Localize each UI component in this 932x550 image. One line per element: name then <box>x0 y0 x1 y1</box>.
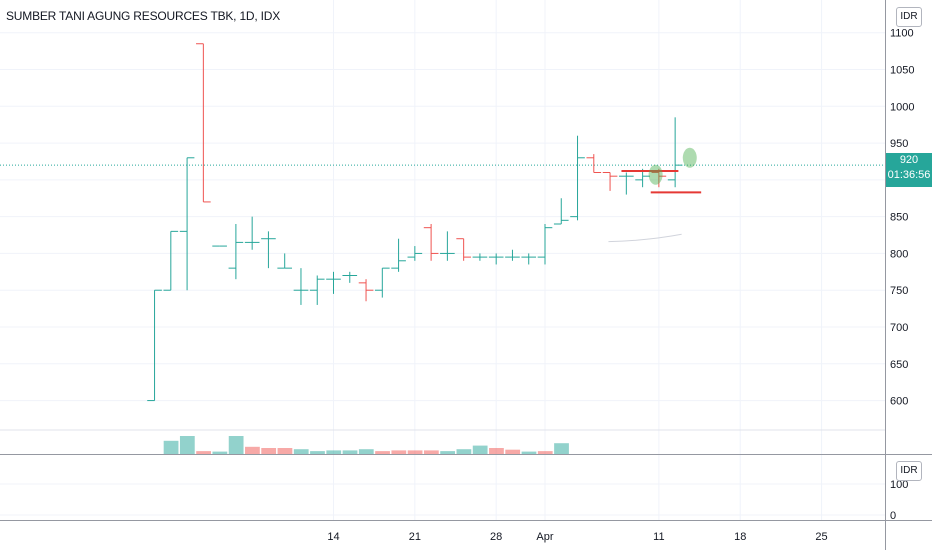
y-tick-label: 800 <box>890 248 908 260</box>
x-tick-label: 18 <box>734 531 746 543</box>
ohlc-bar <box>407 246 423 261</box>
ohlc-bar <box>391 238 406 272</box>
ohlc-bar <box>440 231 455 261</box>
drawing-annotations[interactable] <box>608 147 702 243</box>
ohlc-bar <box>244 216 260 250</box>
ohlc-bar <box>553 198 569 225</box>
ohlc-bar <box>456 238 471 261</box>
ohlc-bar <box>619 172 634 195</box>
y-tick-label: 1050 <box>890 65 914 77</box>
x-tick-label: 21 <box>409 531 421 543</box>
ohlc-bar <box>293 268 309 305</box>
ohlc-bar <box>179 157 195 291</box>
x-tick-label: 28 <box>490 531 502 543</box>
last-price-value: 920 <box>899 154 919 166</box>
ohlc-bar <box>586 154 602 173</box>
volume-bar <box>293 449 309 454</box>
y-tick-label: 950 <box>890 138 908 150</box>
volume-bar <box>521 451 537 454</box>
ohlc-bar <box>261 231 276 269</box>
ohlc-bar <box>228 224 244 280</box>
volume-bar <box>277 448 293 454</box>
volume-bar <box>196 451 211 454</box>
volume-bar <box>358 449 374 454</box>
ohlc-bar <box>521 253 537 265</box>
volume-bar <box>310 451 325 454</box>
y-tick-label: 1000 <box>890 101 914 113</box>
ohlc-bar <box>423 224 439 261</box>
volume-bar <box>554 443 569 454</box>
volume-bar <box>163 440 179 454</box>
ohlc-bar <box>472 253 488 261</box>
volume-bar <box>212 451 228 454</box>
volume-bar <box>375 451 390 454</box>
ohlc-bar <box>326 271 341 294</box>
ohlc-bar <box>196 43 211 203</box>
last-price-tag: 920 01:36:56 <box>886 153 932 187</box>
volume-currency-badge[interactable]: IDR <box>896 461 922 481</box>
chart-title: SUMBER TANI AGUNG RESOURCES TBK, 1D, IDX <box>6 9 281 23</box>
volume-bar <box>537 451 553 454</box>
x-tick-label: 14 <box>327 531 339 543</box>
highlight-circle <box>648 164 663 185</box>
drawing-curve <box>608 233 682 243</box>
lower-tick-label: 0 <box>890 510 896 522</box>
ohlc-bar <box>570 135 585 221</box>
volume-bar <box>179 436 195 454</box>
volume-bar <box>245 446 260 454</box>
ohlc-bar <box>374 267 390 298</box>
volume-bar <box>472 445 488 454</box>
y-tick-label: 700 <box>890 322 908 334</box>
y-tick-label: 850 <box>890 212 908 224</box>
volume-bar <box>342 450 358 454</box>
volume-bar <box>456 449 472 454</box>
ohlc-bar <box>147 289 162 402</box>
volume-bar <box>326 450 342 454</box>
lower-tick-label: 100 <box>890 479 908 491</box>
volume-bar <box>261 448 277 454</box>
currency-badge[interactable]: IDR <box>896 7 922 27</box>
y-tick-label: 650 <box>890 359 908 371</box>
grid-lines <box>0 0 885 520</box>
y-tick-label: 1100 <box>890 28 914 40</box>
ohlc-bar <box>163 230 179 291</box>
ohlc-bar <box>342 271 358 283</box>
volume-bar <box>391 450 407 454</box>
ohlc-bars <box>147 43 683 402</box>
volume-bar <box>407 450 423 454</box>
volume-bar <box>440 451 456 454</box>
volume-bar <box>423 450 439 454</box>
x-tick-label: Apr <box>536 531 553 543</box>
volume-bar <box>489 448 504 454</box>
ohlc-bar <box>602 172 618 191</box>
ohlc-bar <box>667 117 683 188</box>
ohlc-bar <box>505 249 520 261</box>
x-tick-label: 25 <box>815 531 827 543</box>
highlight-circle <box>682 147 697 168</box>
ohlc-bar <box>358 279 374 302</box>
ohlc-bar <box>537 224 553 265</box>
ohlc-bar <box>488 253 504 265</box>
y-tick-label: 750 <box>890 285 908 297</box>
volume-bar <box>505 449 521 454</box>
y-tick-label: 600 <box>890 396 908 408</box>
ohlc-bar <box>277 253 293 269</box>
volume-bars <box>163 436 569 454</box>
ohlc-bar <box>309 275 325 305</box>
x-tick-label: 11 <box>653 531 664 543</box>
last-price-countdown: 01:36:56 <box>887 169 931 181</box>
volume-bar <box>228 436 244 454</box>
